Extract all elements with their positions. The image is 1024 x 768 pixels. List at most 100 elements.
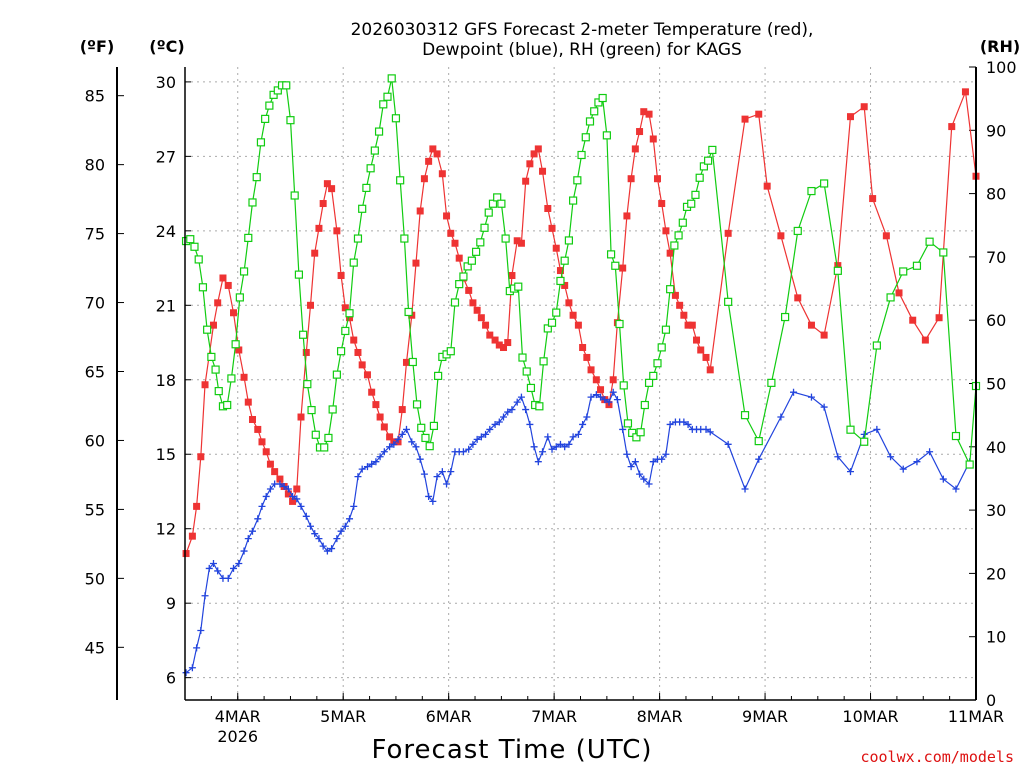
dewpoint-point (363, 463, 371, 471)
dewpoint-point (777, 413, 785, 421)
temperature-point (662, 227, 670, 235)
dewpoint-point (214, 567, 222, 575)
rh-point (434, 371, 443, 381)
rh-point (429, 421, 439, 431)
rh-point (623, 419, 633, 428)
celsius-unit-label: (ºC) (149, 37, 184, 56)
dewpoint-point (627, 463, 635, 471)
rh-point (455, 280, 464, 289)
dewpoint-point (438, 468, 446, 476)
dewpoint-point (522, 406, 530, 414)
temperature-point (579, 344, 587, 352)
series-line (185, 78, 977, 467)
rh-point (417, 423, 426, 432)
rh-point (518, 353, 527, 362)
dewpoint-point (394, 435, 402, 443)
dewpoint-point (601, 396, 609, 404)
dewpoint-point (486, 425, 494, 433)
rh-point (488, 199, 498, 208)
rh-point (657, 343, 666, 352)
dewpoint-point (495, 418, 503, 426)
rh-point (362, 183, 371, 193)
temperature-point (386, 433, 394, 441)
dewpoint-point (500, 413, 508, 421)
rh-point (467, 256, 476, 265)
dewpoint-point (583, 413, 591, 421)
temperature-point (666, 249, 674, 257)
rh-point (585, 117, 595, 126)
temperature-point (425, 157, 433, 165)
rh-point (670, 241, 679, 250)
temperature-point (412, 259, 420, 267)
dewpoint-point (526, 420, 534, 428)
rh-point (214, 386, 223, 396)
dewpoint-point (276, 480, 284, 488)
temperature-point (262, 448, 270, 456)
x-tick-label: 4MAR (215, 707, 261, 726)
c-tick-label: 27 (156, 147, 176, 166)
axes (116, 67, 977, 701)
rh-point (400, 234, 409, 243)
dewpoint-point (284, 485, 292, 493)
rh-tick-label: 100 (986, 58, 1017, 77)
rh-point (678, 218, 687, 227)
dewpoint-point (433, 473, 441, 481)
dewpoint-point (517, 393, 525, 401)
temperature-point (482, 321, 490, 329)
temperature-point (658, 200, 666, 208)
dewpoint-point (319, 542, 327, 550)
dewpoint-point (790, 388, 798, 396)
dewpoint-point (372, 458, 380, 466)
temperature-point (315, 224, 323, 232)
temperature-point (201, 381, 209, 389)
temperature-point (636, 128, 644, 136)
temperature-point (402, 358, 410, 366)
rh-point (754, 437, 763, 446)
temperature-point (882, 232, 890, 240)
temperature-point (513, 237, 521, 245)
rh-point (345, 309, 354, 318)
temperature-point (473, 306, 481, 314)
dewpoint-point (262, 492, 270, 500)
temperature-point (337, 272, 345, 280)
dewpoint-point (248, 527, 256, 535)
dewpoint-point (539, 448, 547, 456)
rh-point (514, 282, 523, 291)
rh-point (223, 400, 232, 410)
temperature-point (500, 344, 508, 352)
temperature-point (504, 339, 512, 347)
rh-point (628, 428, 637, 437)
temperature-point (609, 376, 617, 384)
rh-point (781, 312, 790, 322)
dewpoint-point (658, 455, 666, 463)
dewpoint-point (605, 398, 613, 406)
rh-point (833, 266, 842, 275)
dewpoint-point (724, 440, 732, 448)
rh-point (387, 74, 396, 83)
dewpoint-point (307, 522, 315, 530)
temperature-point (197, 453, 205, 461)
rh-tick-label: 50 (986, 375, 1006, 394)
temperature-point (627, 175, 635, 183)
temperature-point (248, 415, 256, 423)
rh-point (691, 190, 700, 199)
temperature-point (653, 175, 661, 183)
rh-point (239, 267, 249, 276)
rh-point (471, 247, 481, 256)
dewpoint-point (755, 455, 763, 463)
rh-point (501, 234, 510, 243)
rh-tick-label: 60 (986, 311, 1006, 330)
temperature-point (706, 366, 714, 374)
rh-point (273, 86, 282, 95)
rh-point (248, 198, 257, 207)
rh-point (556, 276, 565, 286)
x-tick-label: 6MAR (426, 707, 472, 726)
dewpoint-point (459, 448, 467, 456)
dewpoint-point (592, 391, 600, 399)
temperature-point (240, 373, 248, 381)
rh-point (767, 378, 776, 387)
temperature-point (556, 267, 564, 275)
chart-title-line2: Dewpoint (blue), RH (green) for KAGS (422, 40, 742, 60)
rh-point (543, 324, 552, 333)
rh-point (619, 381, 628, 390)
